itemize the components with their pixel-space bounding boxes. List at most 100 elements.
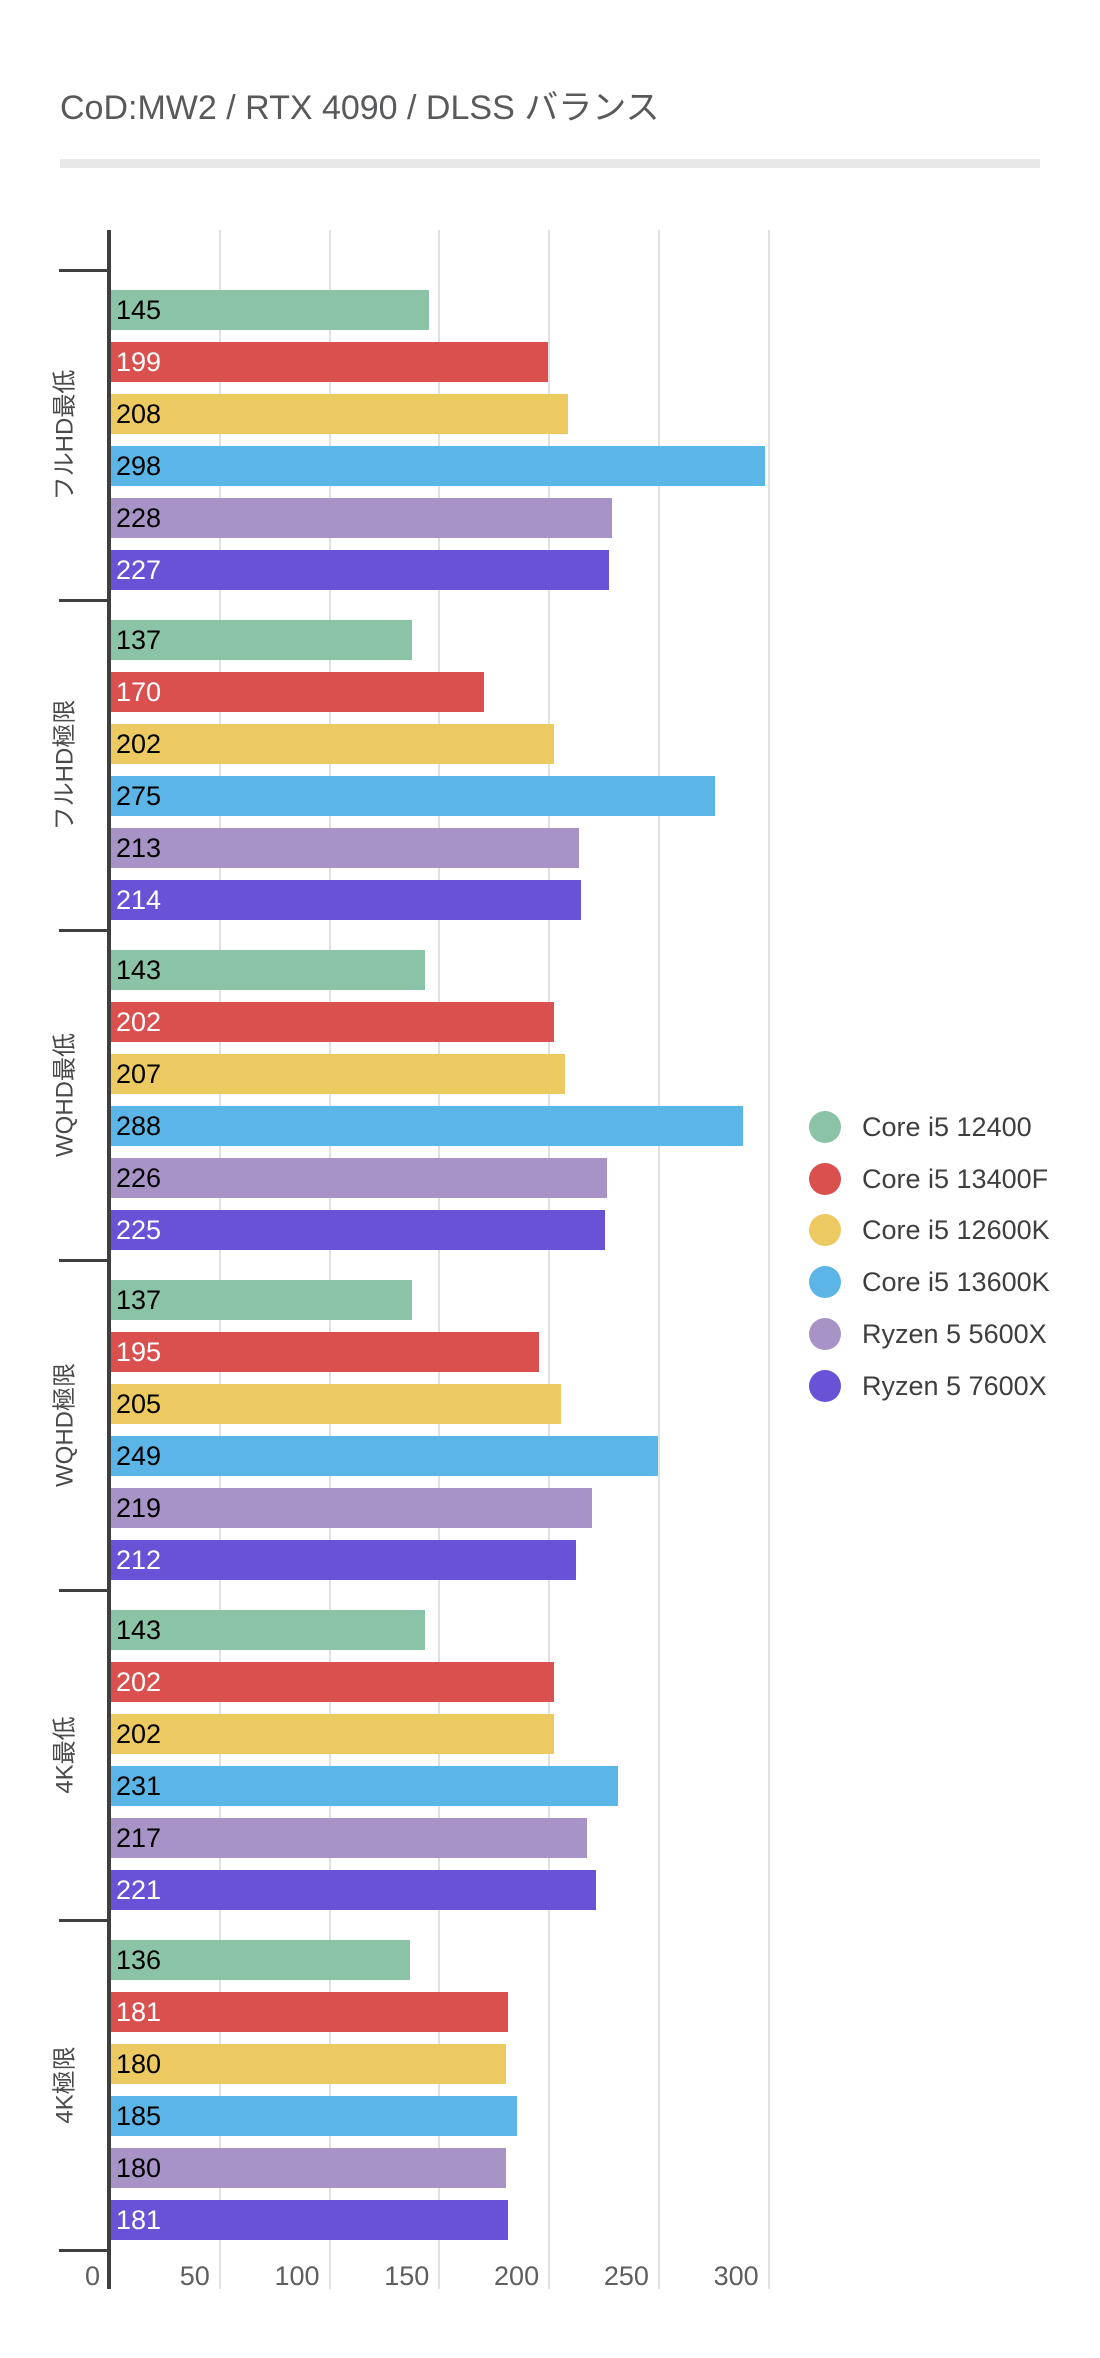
legend: Core i5 12400 Core i5 13400F Core i5 12600… <box>809 0 1089 2358</box>
bar: 221 <box>111 1870 596 1910</box>
legend-label: Ryzen 5 7600X <box>862 1370 1047 1401</box>
category-label: WQHD極限 <box>51 1363 79 1487</box>
legend-item: Ryzen 5 5600X <box>809 1318 1047 1350</box>
x-axis-tick-label: 0 <box>84 2261 100 2291</box>
category-label: 4K極限 <box>51 2046 79 2124</box>
bar: 207 <box>111 1054 565 1094</box>
bar: 288 <box>111 1106 743 1146</box>
bar: 170 <box>111 672 484 712</box>
bar-value-label: 212 <box>116 1545 162 1575</box>
legend-label: Core i5 12600K <box>862 1214 1050 1245</box>
legend-item: Core i5 13600K <box>809 1266 1050 1298</box>
bar: 202 <box>111 724 554 764</box>
bar-value-label: 231 <box>116 1771 162 1801</box>
bar: 213 <box>111 828 579 868</box>
bar: 181 <box>111 1992 508 2032</box>
bar: 136 <box>111 1940 410 1980</box>
bar-value-label: 170 <box>116 677 162 707</box>
category-tick-5 <box>59 1919 107 1922</box>
legend-swatch-circle <box>809 1370 841 1402</box>
bar: 202 <box>111 1662 554 1702</box>
x-axis-tick-label: 150 <box>384 2261 430 2291</box>
bar: 143 <box>111 950 425 990</box>
category-label: フルHD極限 <box>51 699 79 831</box>
bar: 199 <box>111 342 548 382</box>
bar-value-label: 143 <box>116 1615 162 1645</box>
legend-label: Ryzen 5 5600X <box>862 1318 1047 1349</box>
category-tick-1 <box>59 599 107 602</box>
bar-value-label: 298 <box>116 451 162 481</box>
bar: 226 <box>111 1158 607 1198</box>
gridline-300 <box>767 230 770 2289</box>
bar-value-label: 136 <box>116 1945 162 1975</box>
bar-value-label: 219 <box>116 1493 162 1523</box>
bar: 214 <box>111 880 581 920</box>
legend-swatch-circle <box>809 1111 841 1143</box>
bar-value-label: 143 <box>116 955 162 985</box>
bar-value-label: 221 <box>116 1875 162 1905</box>
bar-value-label: 180 <box>116 2153 162 2183</box>
bar-value-label: 180 <box>116 2049 162 2079</box>
bar: 181 <box>111 2200 508 2240</box>
category-tick-2 <box>59 929 107 932</box>
gridline-100 <box>328 230 331 2289</box>
bar: 275 <box>111 776 715 816</box>
legend-label: Core i5 13600K <box>862 1266 1050 1297</box>
legend-item: Core i5 13400F <box>809 1163 1048 1195</box>
legend-swatch-circle <box>809 1266 841 1298</box>
bar-value-label: 181 <box>116 1997 162 2027</box>
bar: 225 <box>111 1210 605 1250</box>
x-axis-tick-label: 200 <box>494 2261 540 2291</box>
bar-value-label: 199 <box>116 347 162 377</box>
chart-title: CoD:MW2 / RTX 4090 / DLSS バランス <box>60 89 660 127</box>
bar: 208 <box>111 394 568 434</box>
bar-value-label: 205 <box>116 1389 162 1419</box>
bar: 212 <box>111 1540 576 1580</box>
bar-value-label: 275 <box>116 781 162 811</box>
bar-value-label: 207 <box>116 1059 162 1089</box>
bar-value-label: 217 <box>116 1823 162 1853</box>
legend-item: Ryzen 5 7600X <box>809 1370 1047 1402</box>
gridline-50 <box>218 230 221 2289</box>
y-axis-line <box>107 230 111 2289</box>
bar-value-label: 208 <box>116 399 162 429</box>
bar: 219 <box>111 1488 592 1528</box>
gridline-250 <box>657 230 660 2289</box>
bar: 145 <box>111 290 429 330</box>
bar-value-label: 137 <box>116 625 162 655</box>
category-label: 4K最低 <box>51 1716 79 1794</box>
bar: 205 <box>111 1384 561 1424</box>
bar: 217 <box>111 1818 587 1858</box>
bar-value-label: 213 <box>116 833 162 863</box>
bar: 202 <box>111 1714 554 1754</box>
bar-value-label: 202 <box>116 1007 162 1037</box>
title-divider <box>60 159 1040 168</box>
legend-item: Core i5 12600K <box>809 1214 1050 1246</box>
bar: 249 <box>111 1436 658 1476</box>
legend-label: Core i5 13400F <box>862 1163 1049 1194</box>
category-tick-4 <box>59 1589 107 1592</box>
bar-value-label: 288 <box>116 1111 162 1141</box>
category-tick-3 <box>59 1259 107 1262</box>
gridline-200 <box>548 230 551 2289</box>
bar-value-label: 249 <box>116 1441 162 1471</box>
bar-value-label: 227 <box>116 555 162 585</box>
bar-value-label: 202 <box>116 729 162 759</box>
category-label: WQHD最低 <box>51 1033 79 1157</box>
bar-value-label: 137 <box>116 1285 162 1315</box>
bar: 137 <box>111 620 412 660</box>
bar-value-label: 202 <box>116 1667 162 1697</box>
bar: 143 <box>111 1610 425 1650</box>
legend-item: Core i5 12400 <box>809 1111 1032 1143</box>
bar-value-label: 181 <box>116 2205 162 2235</box>
bar: 298 <box>111 446 765 486</box>
x-axis-tick-label: 50 <box>179 2261 210 2291</box>
bar-value-label: 145 <box>116 295 162 325</box>
bar-value-label: 195 <box>116 1337 162 1367</box>
bar: 227 <box>111 550 609 590</box>
bar: 137 <box>111 1280 412 1320</box>
gridline-150 <box>438 230 441 2289</box>
legend-swatch-circle <box>809 1214 841 1246</box>
